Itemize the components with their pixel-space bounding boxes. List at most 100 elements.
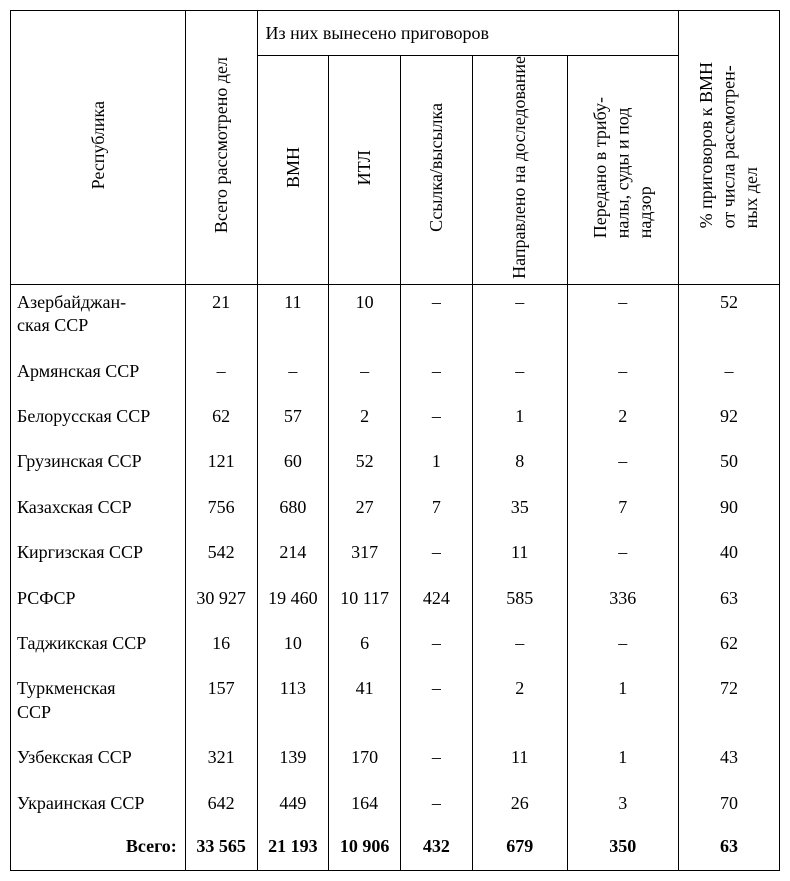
cell: –: [401, 626, 473, 671]
cell: –: [401, 399, 473, 444]
cell: –: [401, 740, 473, 785]
cell: 60: [257, 444, 329, 489]
cell: 139: [257, 740, 329, 785]
total-cell: 63: [678, 831, 779, 871]
cell-name: Киргизская ССР: [11, 535, 186, 580]
cell: 317: [329, 535, 401, 580]
cell: 90: [678, 490, 779, 535]
cell: 40: [678, 535, 779, 580]
cell: 72: [678, 671, 779, 740]
col-itl: ИТЛ: [329, 56, 401, 285]
col-inv-label: Направлено на доследование: [508, 56, 531, 279]
cell: 6: [329, 626, 401, 671]
table-row: Узбекская ССР321139170–11143: [11, 740, 780, 785]
cell: 27: [329, 490, 401, 535]
cell-name: Украинская ССР: [11, 786, 186, 831]
cell: 1: [472, 399, 567, 444]
cell-name: Казахская ССР: [11, 490, 186, 535]
table-row: ТуркменскаяССР15711341–2172: [11, 671, 780, 740]
cell: 16: [185, 626, 257, 671]
cell: 30 927: [185, 581, 257, 626]
col-tr: Передано в трибу-налы, суды и поднадзор: [567, 56, 678, 285]
cell: 157: [185, 671, 257, 740]
cell: –: [401, 671, 473, 740]
cell: 449: [257, 786, 329, 831]
cell: 2: [472, 671, 567, 740]
cell: 2: [567, 399, 678, 444]
cell: 1: [567, 671, 678, 740]
cell: 11: [257, 284, 329, 353]
cell: 170: [329, 740, 401, 785]
cell-name: Армянская ССР: [11, 354, 186, 399]
cell: 585: [472, 581, 567, 626]
cell: 121: [185, 444, 257, 489]
cell: –: [401, 535, 473, 580]
cell-name: РСФСР: [11, 581, 186, 626]
table-header: Республика Всего рассмотрено дел Из них …: [11, 11, 780, 285]
total-cell: 33 565: [185, 831, 257, 871]
total-cell: 432: [401, 831, 473, 871]
table-row: Грузинская ССР121605218–50: [11, 444, 780, 489]
cell: 424: [401, 581, 473, 626]
cell: 1: [401, 444, 473, 489]
cell-name: Белорусская ССР: [11, 399, 186, 444]
cell: 11: [472, 535, 567, 580]
cell: 10 117: [329, 581, 401, 626]
cell: 21: [185, 284, 257, 353]
cell: 70: [678, 786, 779, 831]
cell: 8: [472, 444, 567, 489]
cell: 336: [567, 581, 678, 626]
table-row: Белорусская ССР62572–1292: [11, 399, 780, 444]
cell: 19 460: [257, 581, 329, 626]
cell: –: [185, 354, 257, 399]
cell-name: Таджикская ССР: [11, 626, 186, 671]
cell: 214: [257, 535, 329, 580]
col-pct-label: % приговоров к ВМНот числа рассмотрен-ны…: [695, 62, 763, 228]
cell-name: Узбекская ССР: [11, 740, 186, 785]
cell: 52: [329, 444, 401, 489]
col-vmn: ВМН: [257, 56, 329, 285]
total-cell: 350: [567, 831, 678, 871]
cell: 2: [329, 399, 401, 444]
cell: –: [472, 626, 567, 671]
table-row: Азербайджан-ская ССР211110–––52: [11, 284, 780, 353]
cell: 92: [678, 399, 779, 444]
col-vmn-label: ВМН: [282, 147, 305, 188]
total-row: Всего: 33 565 21 193 10 906 432 679 350 …: [11, 831, 780, 871]
col-group-label: Из них вынесено приговоров: [266, 23, 489, 43]
cell: 1: [567, 740, 678, 785]
cell: 642: [185, 786, 257, 831]
cell: 41: [329, 671, 401, 740]
cell: 7: [567, 490, 678, 535]
cell: 10: [329, 284, 401, 353]
cell: –: [329, 354, 401, 399]
col-itl-label: ИТЛ: [353, 150, 376, 185]
col-inv: Направлено на доследование: [472, 56, 567, 285]
table-row: Казахская ССР75668027735790: [11, 490, 780, 535]
col-republic-label: Республика: [87, 101, 110, 189]
cell: 542: [185, 535, 257, 580]
cell-name: Грузинская ССР: [11, 444, 186, 489]
total-cell: 679: [472, 831, 567, 871]
cell: 63: [678, 581, 779, 626]
cell: 3: [567, 786, 678, 831]
cell-name: ТуркменскаяССР: [11, 671, 186, 740]
col-total-label: Всего рассмотрено дел: [210, 57, 233, 233]
total-cell: 10 906: [329, 831, 401, 871]
cell: 57: [257, 399, 329, 444]
cell: –: [567, 444, 678, 489]
cell: –: [401, 354, 473, 399]
cell: 26: [472, 786, 567, 831]
cell: 43: [678, 740, 779, 785]
cell: 7: [401, 490, 473, 535]
total-cell: 21 193: [257, 831, 329, 871]
col-exile-label: Ссылка/высылка: [425, 103, 448, 232]
cell: 321: [185, 740, 257, 785]
cell: 50: [678, 444, 779, 489]
table-row: РСФСР30 92719 46010 11742458533663: [11, 581, 780, 626]
table-row: Таджикская ССР16106–––62: [11, 626, 780, 671]
col-republic: Республика: [11, 11, 186, 285]
cell: –: [567, 284, 678, 353]
cell: –: [567, 354, 678, 399]
table-row: Украинская ССР642449164–26370: [11, 786, 780, 831]
